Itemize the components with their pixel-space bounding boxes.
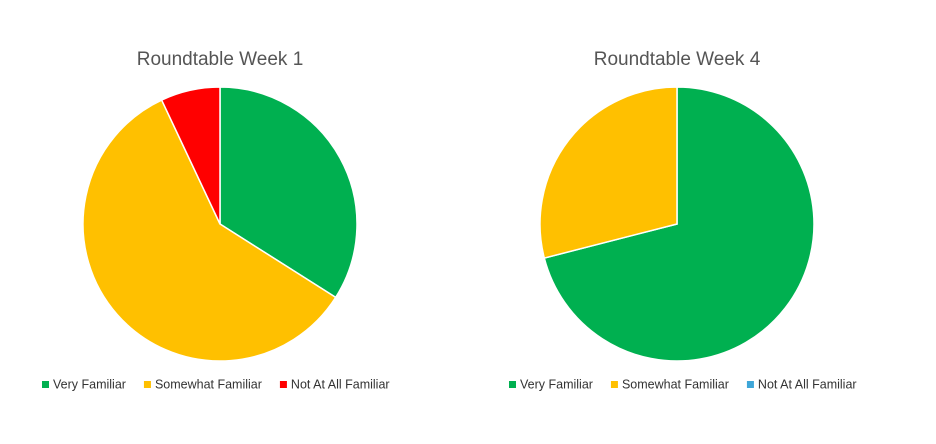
legend-label: Not At All Familiar (291, 377, 390, 391)
chart-title: Roundtable Week 1 (137, 49, 304, 70)
pie-slice (539, 86, 678, 259)
legend-marker (509, 381, 516, 388)
legend-marker (279, 381, 287, 388)
pie-slice (160, 86, 221, 225)
legend-label: Not At All Familiar (758, 377, 857, 391)
legend-label: Somewhat Familiar (155, 377, 262, 391)
legend-label: Somewhat Familiar (622, 377, 729, 391)
pie-slice (82, 99, 337, 362)
chart-title: Roundtable Week 4 (594, 49, 761, 70)
legend-label: Very Familiar (520, 377, 593, 391)
legend-label: Very Familiar (53, 377, 126, 391)
legend-marker (143, 381, 151, 388)
pie-slice (543, 86, 815, 362)
legend-marker (42, 381, 49, 388)
legend-marker (610, 381, 618, 388)
pie-slice (219, 86, 358, 299)
legend-marker (746, 381, 754, 388)
